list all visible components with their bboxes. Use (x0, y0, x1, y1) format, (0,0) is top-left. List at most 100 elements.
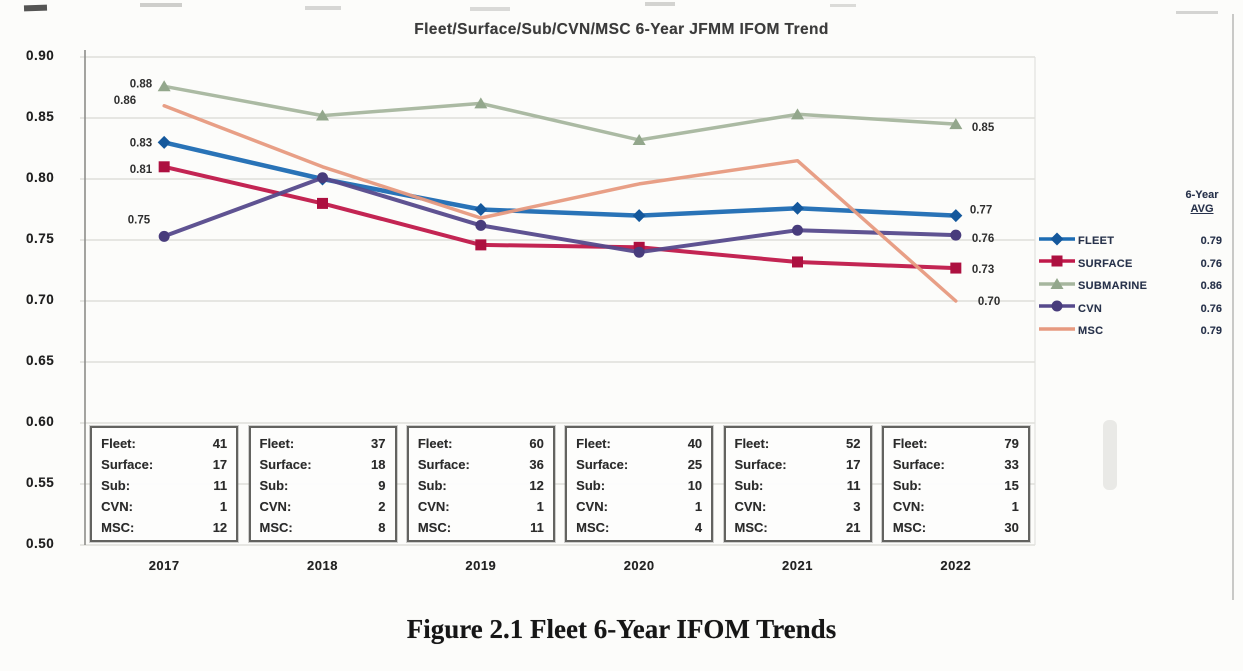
table-row-label: Sub: (576, 478, 606, 493)
table-row-label: CVN: (576, 499, 608, 514)
table-row: Fleet: 60 (418, 433, 544, 454)
series-marker (949, 209, 963, 223)
table-row: Fleet: 79 (893, 433, 1019, 454)
table-row-label: Fleet: (101, 436, 136, 451)
y-axis-tick-label: 0.85 (26, 109, 55, 124)
table-row-value: 8 (378, 520, 386, 535)
series-marker (791, 201, 804, 215)
cvn-start-value-label: 0.75 (128, 214, 151, 226)
x-axis-year-label: 2022 (940, 558, 972, 573)
table-row-value: 79 (1004, 436, 1019, 451)
series-marker (791, 108, 804, 120)
table-row-label: CVN: (734, 499, 767, 514)
table-row-value: 52 (846, 436, 861, 451)
table-row: Sub: 12 (418, 475, 544, 496)
y-axis-tick-label: 0.75 (26, 231, 55, 246)
figure-caption: Figure 2.1 Fleet 6-Year IFOM Trends (406, 614, 837, 644)
table-row: MSC: 8 (260, 517, 386, 538)
x-axis-year-label: 2018 (307, 558, 338, 573)
y-axis-tick-label: 0.50 (26, 536, 55, 551)
year-data-table-2021: Fleet: 52 Surface: 17 Sub: 11 CVN: 3 MSC: 21 (723, 426, 872, 542)
table-row-label: Sub: (101, 478, 131, 493)
table-row: Sub: 10 (576, 475, 702, 496)
table-row: Surface: 36 (418, 454, 544, 475)
year-data-table-2018: Fleet: 37 Surface: 18 Sub: 9 CVN: 2 MSC: 8 (248, 426, 397, 542)
table-row-value: 17 (212, 457, 228, 472)
series-marker (1050, 277, 1064, 289)
table-row-value: 11 (213, 478, 228, 493)
table-row-value: 30 (1004, 520, 1019, 535)
legend-item-cvn: CVN 0.76 (1038, 298, 1238, 321)
legend-six-year-avg-value: 0.76 (1200, 302, 1222, 315)
legend-avg-header-line2: AVG (1190, 203, 1214, 215)
table-row-value: 36 (529, 457, 544, 472)
table-row: Sub: 9 (260, 475, 386, 496)
trend-chart-svg: 0.83 0.77 0.81 0.73 0.88 0.85 0.75 0.76 0.86 0.70 (80, 50, 1036, 546)
table-row-value: 1 (1011, 499, 1019, 514)
msc-start-value-label: 0.86 (114, 95, 136, 107)
table-row-value: 1 (536, 499, 544, 514)
table-row-label: Fleet: (417, 436, 453, 451)
fleet-end-value-label: 0.77 (970, 205, 992, 217)
series-marker (632, 209, 646, 223)
submarine-end-value-label: 0.85 (972, 122, 995, 134)
table-row-label: MSC: (417, 520, 452, 535)
table-row-value: 21 (846, 520, 861, 535)
table-row-value: 4 (694, 520, 703, 535)
table-row-value: 17 (846, 457, 861, 472)
table-row-value: 1 (219, 499, 228, 514)
legend-item-surface: SURFACE 0.76 (1038, 253, 1238, 276)
series-marker (157, 135, 171, 149)
series-marker (474, 97, 488, 109)
series-marker (633, 246, 645, 258)
table-row-value: 11 (846, 478, 861, 493)
series-marker (1050, 232, 1064, 246)
chart-title: Fleet/Surface/Sub/CVN/MSC 6-Year JFMM IF… (414, 21, 829, 38)
table-row-label: CVN: (892, 499, 925, 514)
series-marker (474, 203, 488, 216)
legend-six-year-avg-value: 0.79 (1200, 235, 1222, 248)
legend-item-msc: MSC 0.79 (1038, 320, 1238, 343)
table-row: Fleet: 41 (101, 433, 227, 454)
table-row-label: Surface: (576, 457, 629, 472)
series-marker (158, 230, 170, 242)
table-row-value: 12 (529, 478, 544, 493)
table-row-value: 10 (687, 478, 703, 493)
table-row-label: MSC: (576, 520, 610, 535)
table-row-value: 18 (371, 457, 386, 472)
y-axis-tick-label: 0.60 (26, 414, 55, 429)
table-row: Sub: 11 (735, 475, 861, 496)
table-row: MSC: 12 (101, 517, 227, 538)
series-marker (792, 224, 803, 236)
table-row: Surface: 25 (576, 454, 702, 475)
table-row-label: CVN: (417, 499, 450, 514)
legend-series-name: CVN (1078, 302, 1103, 315)
table-row: MSC: 30 (893, 517, 1019, 538)
fleet-start-value-label: 0.83 (130, 137, 152, 149)
series-marker (1051, 300, 1063, 312)
table-row: CVN: 1 (101, 496, 227, 517)
legend-series-name: SUBMARINE (1078, 280, 1148, 293)
table-row-label: Sub: (259, 478, 289, 493)
legend-fleet-marker-icon (1038, 232, 1078, 251)
msc-line (162, 104, 958, 303)
x-axis-year-label: 2021 (782, 558, 813, 573)
table-row: CVN: 3 (735, 496, 861, 517)
table-row: Surface: 33 (893, 454, 1019, 475)
surface-start-value-label: 0.81 (130, 164, 153, 176)
table-row-label: MSC: (101, 520, 135, 535)
legend-surface-marker-icon (1038, 254, 1078, 273)
table-row-label: Surface: (101, 457, 154, 472)
legend-item-submarine: SUBMARINE 0.86 (1038, 275, 1238, 298)
table-row: Sub: 11 (101, 475, 227, 496)
series-marker (949, 118, 963, 130)
x-axis-year-label: 2017 (148, 558, 180, 573)
series-marker (632, 133, 646, 145)
table-row: Sub: 15 (893, 475, 1019, 496)
table-row-label: MSC: (259, 520, 293, 535)
table-row: Surface: 17 (735, 454, 861, 475)
table-row-value: 25 (687, 457, 703, 472)
series-marker (950, 229, 962, 241)
series-marker (1051, 255, 1063, 267)
